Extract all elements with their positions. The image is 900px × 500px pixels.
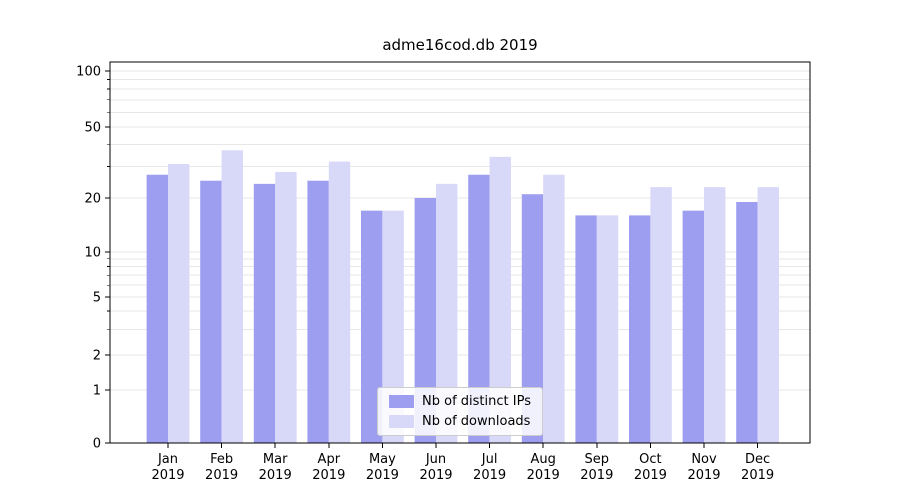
bar-downloads-jan [168, 164, 190, 443]
bar-ips-jun [414, 198, 436, 443]
legend-swatch-distinct-ips [389, 395, 415, 408]
x-tick-label-year: 2019 [741, 468, 774, 483]
x-tick-label-month: Mar [263, 452, 288, 467]
x-tick-label-year: 2019 [419, 468, 452, 483]
x-tick-label-year: 2019 [687, 468, 720, 483]
bar-downloads-may [382, 210, 404, 443]
x-tick-label-month: May [369, 452, 396, 467]
bar-downloads-apr [328, 161, 351, 443]
y-tick-label: 5 [93, 291, 101, 306]
bar-downloads-feb [221, 150, 243, 443]
x-tick-label-month: Dec [745, 452, 770, 467]
bar-ips-apr [307, 180, 329, 444]
bar-ips-may [361, 210, 383, 443]
bar-downloads-jul [489, 156, 511, 444]
x-tick-label-month: Jul [481, 452, 498, 467]
x-tick-label-month: Nov [691, 452, 717, 467]
bar-ips-sep [575, 215, 597, 443]
x-tick-label-month: Jun [425, 452, 446, 467]
bar-ips-feb [200, 180, 222, 444]
bar-ips-oct [629, 215, 651, 443]
chart-title: adme16cod.db 2019 [382, 36, 537, 54]
x-tick-label-year: 2019 [580, 468, 613, 483]
bar-ips-nov [682, 210, 704, 443]
legend: Nb of distinct IPs Nb of downloads [377, 387, 543, 436]
x-tick-label-year: 2019 [527, 468, 560, 483]
bar-downloads-oct [650, 187, 672, 443]
bar-ips-aug [521, 194, 544, 443]
bar-ips-dec [736, 201, 758, 443]
x-tick-label-month: Jan [157, 452, 178, 467]
x-tick-label-month: Sep [585, 452, 610, 467]
x-tick-label-year: 2019 [634, 468, 667, 483]
bar-downloads-aug [543, 174, 565, 443]
bars [146, 150, 779, 444]
bar-ips-mar [253, 183, 276, 444]
legend-item-distinct-ips: Nb of distinct IPs [389, 395, 531, 408]
y-tick-label: 20 [84, 192, 101, 207]
y-tick-label: 50 [84, 121, 101, 136]
y-tick-label: 100 [76, 65, 101, 80]
x-tick-label-month: Aug [531, 452, 556, 467]
legend-label-downloads: Nb of downloads [422, 414, 531, 429]
bar-downloads-jun [436, 183, 458, 444]
legend-label-distinct-ips: Nb of distinct IPs [422, 394, 531, 409]
bar-downloads-dec [757, 187, 779, 443]
bar-downloads-sep [596, 215, 619, 443]
x-axis: Jan2019Feb2019Mar2019Apr2019May2019Jun20… [151, 443, 774, 483]
x-tick-label-year: 2019 [473, 468, 506, 483]
y-tick-label: 0 [93, 437, 101, 452]
x-tick-label-year: 2019 [366, 468, 399, 483]
y-tick-label: 10 [84, 246, 101, 261]
x-tick-label-year: 2019 [312, 468, 345, 483]
x-tick-label-year: 2019 [259, 468, 292, 483]
y-tick-label: 1 [93, 384, 101, 399]
bar-downloads-mar [275, 171, 297, 443]
bar-downloads-nov [704, 187, 726, 443]
x-tick-label-year: 2019 [151, 468, 184, 483]
legend-swatch-downloads [389, 415, 415, 428]
x-tick-label-month: Apr [318, 452, 341, 467]
bar-ips-jan [146, 174, 168, 443]
y-tick-label: 2 [93, 349, 101, 364]
y-axis: 0 1 2 5 10 20 50 100 [76, 65, 110, 452]
legend-item-downloads: Nb of downloads [389, 415, 531, 428]
x-tick-label-year: 2019 [205, 468, 238, 483]
x-tick-label-month: Oct [639, 452, 661, 467]
bar-ips-jul [468, 174, 490, 443]
x-tick-label-month: Feb [210, 452, 233, 467]
